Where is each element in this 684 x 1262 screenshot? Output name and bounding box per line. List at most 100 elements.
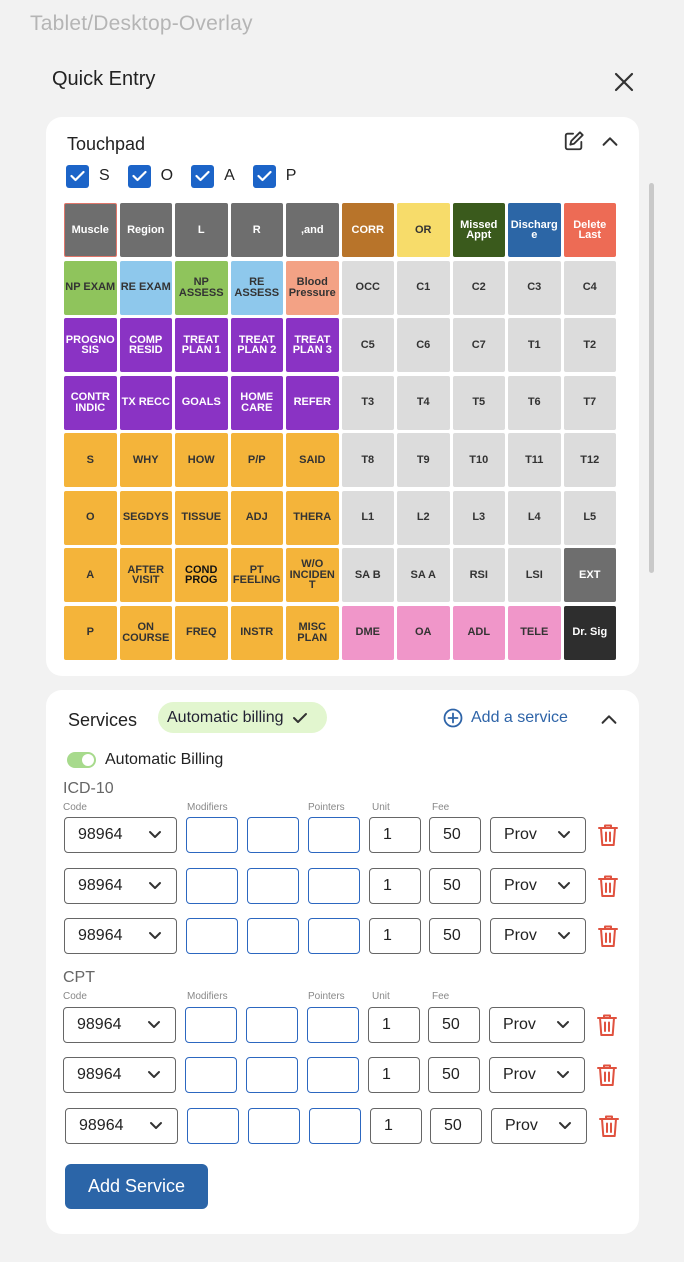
fee-input[interactable]: 50 bbox=[429, 918, 481, 954]
touchpad-key[interactable]: GOALS bbox=[175, 375, 228, 430]
pointer-field[interactable] bbox=[307, 1057, 359, 1093]
touchpad-key[interactable]: A bbox=[64, 548, 117, 602]
fee-input[interactable]: 50 bbox=[429, 868, 481, 904]
touchpad-key[interactable]: C3 bbox=[508, 260, 561, 315]
touchpad-key[interactable]: TREAT PLAN 3 bbox=[286, 318, 339, 372]
touchpad-key[interactable]: RSI bbox=[452, 548, 505, 602]
modifier-1-field[interactable] bbox=[186, 918, 238, 954]
soap-checkbox-a[interactable]: A bbox=[191, 164, 235, 188]
touchpad-key[interactable]: CONTR INDIC bbox=[64, 375, 117, 430]
modifier-1-field[interactable] bbox=[185, 1007, 237, 1043]
touchpad-key[interactable]: COMP RESID bbox=[119, 318, 172, 372]
touchpad-key[interactable]: EXT bbox=[563, 548, 616, 602]
add-a-service-link[interactable]: Add a service bbox=[443, 708, 568, 728]
fee-input[interactable]: 50 bbox=[428, 1007, 480, 1043]
code-select[interactable]: 98964 bbox=[63, 1057, 176, 1093]
touchpad-key[interactable]: Blood Pressure bbox=[286, 260, 339, 315]
touchpad-key[interactable]: TX RECC bbox=[119, 375, 172, 430]
touchpad-key[interactable]: TREAT PLAN 1 bbox=[175, 318, 228, 372]
pointer-field[interactable] bbox=[308, 817, 360, 853]
touchpad-key[interactable]: SA A bbox=[397, 548, 450, 602]
touchpad-key[interactable]: ADL bbox=[452, 605, 505, 660]
fee-input[interactable]: 50 bbox=[429, 817, 481, 853]
touchpad-key[interactable]: HOW bbox=[175, 433, 228, 487]
touchpad-key[interactable]: NP ASSESS bbox=[175, 260, 228, 315]
touchpad-key[interactable]: T3 bbox=[341, 375, 394, 430]
pointer-field[interactable] bbox=[308, 918, 360, 954]
chevron-up-icon[interactable] bbox=[598, 709, 620, 731]
touchpad-key[interactable]: Discharge bbox=[508, 203, 561, 257]
touchpad-key[interactable]: L4 bbox=[508, 490, 561, 545]
touchpad-key[interactable]: C1 bbox=[397, 260, 450, 315]
edit-icon[interactable] bbox=[563, 130, 585, 152]
modifier-1-field[interactable] bbox=[186, 868, 238, 904]
touchpad-key[interactable]: RE EXAM bbox=[119, 260, 172, 315]
touchpad-key[interactable]: PT FEELING bbox=[230, 548, 283, 602]
touchpad-key[interactable]: TREAT PLAN 2 bbox=[230, 318, 283, 372]
modifier-1-field[interactable] bbox=[185, 1057, 237, 1093]
touchpad-key[interactable]: L3 bbox=[452, 490, 505, 545]
touchpad-key[interactable]: R bbox=[230, 203, 283, 257]
touchpad-key[interactable]: NP EXAM bbox=[64, 260, 117, 315]
trash-icon[interactable] bbox=[596, 822, 620, 848]
touchpad-key[interactable]: L2 bbox=[397, 490, 450, 545]
touchpad-key[interactable]: RE ASSESS bbox=[230, 260, 283, 315]
soap-checkbox-p[interactable]: P bbox=[252, 164, 296, 188]
touchpad-key[interactable]: L5 bbox=[563, 490, 616, 545]
close-icon[interactable] bbox=[612, 70, 636, 94]
unit-input[interactable]: 1 bbox=[370, 1108, 422, 1144]
unit-input[interactable]: 1 bbox=[369, 868, 421, 904]
touchpad-key[interactable]: AFTER VISIT bbox=[119, 548, 172, 602]
touchpad-key[interactable]: OR bbox=[397, 203, 450, 257]
touchpad-key[interactable]: CORR bbox=[341, 203, 394, 257]
code-select[interactable]: 98964 bbox=[64, 817, 177, 853]
unit-input[interactable]: 1 bbox=[368, 1007, 420, 1043]
touchpad-key[interactable]: Delete Last bbox=[563, 203, 616, 257]
touchpad-key[interactable]: T2 bbox=[563, 318, 616, 372]
touchpad-key[interactable]: O bbox=[64, 490, 117, 545]
touchpad-key[interactable]: Muscle bbox=[64, 203, 117, 257]
touchpad-key[interactable]: C6 bbox=[397, 318, 450, 372]
provider-select[interactable]: Prov bbox=[490, 817, 586, 853]
provider-select[interactable]: Prov bbox=[489, 1057, 585, 1093]
pointer-field[interactable] bbox=[309, 1108, 361, 1144]
modifier-2-field[interactable] bbox=[247, 918, 299, 954]
touchpad-key[interactable]: COND PROG bbox=[175, 548, 228, 602]
touchpad-key[interactable]: MISC PLAN bbox=[286, 605, 339, 660]
touchpad-key[interactable]: L1 bbox=[341, 490, 394, 545]
provider-select[interactable]: Prov bbox=[490, 918, 586, 954]
touchpad-key[interactable]: C2 bbox=[452, 260, 505, 315]
modifier-2-field[interactable] bbox=[246, 1007, 298, 1043]
soap-checkbox-s[interactable]: S bbox=[66, 164, 110, 188]
automatic-billing-toggle[interactable] bbox=[67, 752, 96, 768]
touchpad-key[interactable]: P bbox=[64, 605, 117, 660]
touchpad-key[interactable]: Region bbox=[119, 203, 172, 257]
touchpad-key[interactable]: L bbox=[175, 203, 228, 257]
code-select[interactable]: 98964 bbox=[64, 868, 177, 904]
code-select[interactable]: 98964 bbox=[64, 918, 177, 954]
touchpad-key[interactable]: Missed Appt bbox=[452, 203, 505, 257]
modifier-2-field[interactable] bbox=[247, 817, 299, 853]
touchpad-key[interactable]: WHY bbox=[119, 433, 172, 487]
touchpad-key[interactable]: DME bbox=[341, 605, 394, 660]
touchpad-key[interactable]: ,and bbox=[286, 203, 339, 257]
add-service-button[interactable]: Add Service bbox=[65, 1164, 208, 1209]
touchpad-key[interactable]: REFER bbox=[286, 375, 339, 430]
touchpad-key[interactable]: INSTR bbox=[230, 605, 283, 660]
touchpad-key[interactable]: HOME CARE bbox=[230, 375, 283, 430]
touchpad-key[interactable]: T9 bbox=[397, 433, 450, 487]
code-select[interactable]: 98964 bbox=[65, 1108, 178, 1144]
touchpad-key[interactable]: T10 bbox=[452, 433, 505, 487]
touchpad-key[interactable]: T8 bbox=[341, 433, 394, 487]
touchpad-key[interactable]: W/O INCIDENT bbox=[286, 548, 339, 602]
touchpad-key[interactable]: THERA bbox=[286, 490, 339, 545]
touchpad-key[interactable]: T11 bbox=[508, 433, 561, 487]
provider-select[interactable]: Prov bbox=[489, 1007, 585, 1043]
fee-input[interactable]: 50 bbox=[430, 1108, 482, 1144]
provider-select[interactable]: Prov bbox=[491, 1108, 587, 1144]
touchpad-key[interactable]: SAID bbox=[286, 433, 339, 487]
modifier-1-field[interactable] bbox=[186, 817, 238, 853]
trash-icon[interactable] bbox=[596, 923, 620, 949]
pointer-field[interactable] bbox=[308, 868, 360, 904]
unit-input[interactable]: 1 bbox=[369, 817, 421, 853]
